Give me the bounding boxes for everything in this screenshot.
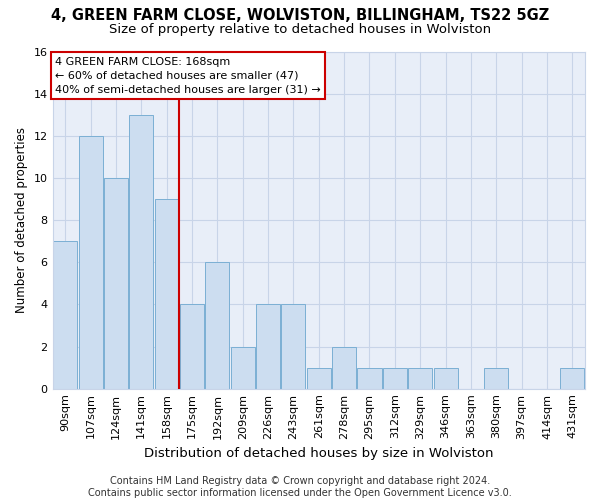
Bar xyxy=(53,241,77,388)
Bar xyxy=(230,346,255,389)
Bar xyxy=(155,199,179,388)
Text: 4, GREEN FARM CLOSE, WOLVISTON, BILLINGHAM, TS22 5GZ: 4, GREEN FARM CLOSE, WOLVISTON, BILLINGH… xyxy=(51,8,549,22)
Bar xyxy=(408,368,432,388)
Bar xyxy=(383,368,407,388)
Bar xyxy=(307,368,331,388)
Bar xyxy=(560,368,584,388)
Text: 4 GREEN FARM CLOSE: 168sqm
← 60% of detached houses are smaller (47)
40% of semi: 4 GREEN FARM CLOSE: 168sqm ← 60% of deta… xyxy=(55,56,321,94)
Bar xyxy=(358,368,382,388)
Bar xyxy=(104,178,128,388)
X-axis label: Distribution of detached houses by size in Wolviston: Distribution of detached houses by size … xyxy=(144,447,494,460)
Bar xyxy=(79,136,103,388)
Bar xyxy=(281,304,305,388)
Bar xyxy=(205,262,229,388)
Bar xyxy=(180,304,204,388)
Bar xyxy=(256,304,280,388)
Bar xyxy=(434,368,458,388)
Bar xyxy=(332,346,356,389)
Text: Contains HM Land Registry data © Crown copyright and database right 2024.
Contai: Contains HM Land Registry data © Crown c… xyxy=(88,476,512,498)
Y-axis label: Number of detached properties: Number of detached properties xyxy=(15,127,28,313)
Bar xyxy=(484,368,508,388)
Text: Size of property relative to detached houses in Wolviston: Size of property relative to detached ho… xyxy=(109,22,491,36)
Bar xyxy=(129,114,154,388)
